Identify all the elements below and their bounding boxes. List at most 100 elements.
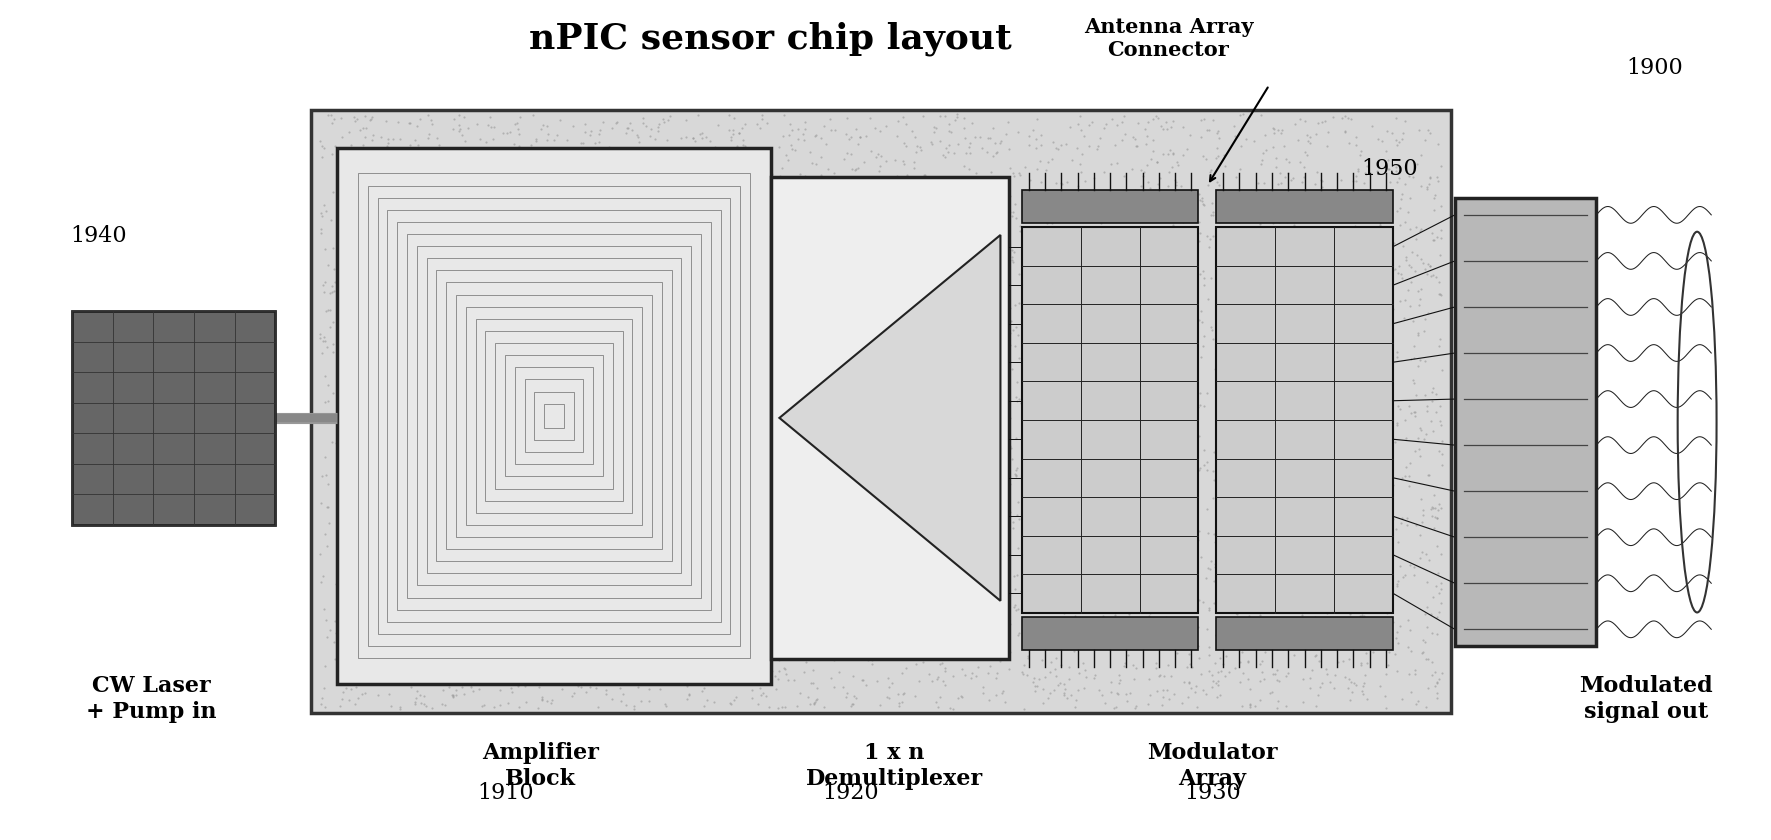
Point — [976, 131, 1004, 144]
Point — [363, 189, 391, 202]
Point — [1144, 570, 1172, 583]
Bar — [1022, 228, 1199, 612]
Point — [836, 699, 864, 712]
Point — [769, 575, 797, 588]
Point — [717, 289, 746, 302]
Point — [653, 556, 682, 570]
Point — [1259, 561, 1288, 575]
Point — [1261, 277, 1289, 291]
Point — [375, 585, 404, 598]
Point — [1045, 364, 1073, 377]
Point — [638, 590, 666, 603]
Point — [1346, 582, 1374, 596]
Point — [524, 550, 553, 564]
Point — [1396, 667, 1424, 680]
Point — [349, 436, 377, 449]
Point — [825, 618, 854, 632]
Point — [1015, 633, 1043, 647]
Point — [827, 548, 855, 561]
Point — [772, 203, 800, 217]
Point — [880, 555, 909, 569]
Point — [1264, 576, 1293, 590]
Point — [441, 453, 469, 466]
Point — [1087, 689, 1116, 702]
Point — [974, 296, 1002, 309]
Point — [1374, 270, 1403, 283]
Point — [496, 605, 524, 618]
Point — [1419, 655, 1447, 669]
Point — [1264, 228, 1293, 242]
Point — [1043, 499, 1071, 512]
Point — [871, 181, 900, 194]
Point — [554, 623, 583, 637]
Point — [1408, 503, 1436, 517]
Point — [524, 481, 553, 495]
Point — [1093, 475, 1121, 489]
Point — [887, 220, 916, 234]
Point — [1110, 561, 1139, 575]
Point — [1411, 354, 1440, 367]
Point — [714, 464, 742, 477]
Point — [549, 222, 577, 235]
Point — [939, 328, 967, 341]
Point — [700, 606, 728, 619]
Point — [609, 283, 638, 297]
Point — [1001, 431, 1029, 444]
Point — [813, 236, 841, 249]
Point — [754, 281, 783, 295]
Point — [413, 448, 441, 461]
Point — [556, 344, 584, 358]
Point — [898, 523, 926, 537]
Point — [926, 393, 955, 407]
Point — [960, 585, 988, 599]
Point — [997, 243, 1025, 256]
Point — [661, 393, 689, 407]
Point — [618, 159, 646, 172]
Point — [972, 556, 1001, 570]
Point — [659, 373, 687, 386]
Point — [388, 659, 416, 672]
Point — [645, 626, 673, 639]
Point — [880, 554, 909, 567]
Point — [1208, 271, 1236, 285]
Point — [990, 351, 1018, 365]
Point — [1110, 231, 1139, 244]
Point — [909, 482, 937, 496]
Point — [1022, 638, 1050, 652]
Point — [324, 659, 352, 673]
Point — [1144, 584, 1172, 597]
Point — [335, 693, 363, 706]
Point — [489, 126, 517, 139]
Point — [800, 695, 829, 708]
Point — [425, 437, 453, 450]
Point — [1155, 389, 1183, 402]
Point — [1178, 531, 1206, 544]
Point — [655, 312, 684, 326]
Point — [1328, 291, 1357, 305]
Point — [487, 314, 515, 328]
Point — [986, 372, 1015, 386]
Point — [928, 335, 956, 349]
Point — [1151, 353, 1179, 366]
Point — [370, 323, 398, 336]
Point — [554, 524, 583, 538]
Point — [416, 453, 445, 466]
Point — [381, 157, 409, 171]
Point — [466, 386, 494, 399]
Point — [799, 559, 827, 573]
Point — [429, 546, 457, 559]
Point — [1420, 664, 1449, 678]
Point — [351, 206, 379, 219]
Point — [469, 613, 498, 627]
Point — [1256, 387, 1284, 401]
Point — [1263, 664, 1291, 677]
Point — [1123, 302, 1151, 316]
Point — [730, 656, 758, 669]
Bar — [388, 210, 721, 622]
Point — [1337, 406, 1365, 419]
Point — [962, 547, 990, 560]
Point — [584, 456, 613, 470]
Point — [1054, 449, 1082, 463]
Point — [1326, 475, 1355, 488]
Point — [519, 181, 547, 194]
